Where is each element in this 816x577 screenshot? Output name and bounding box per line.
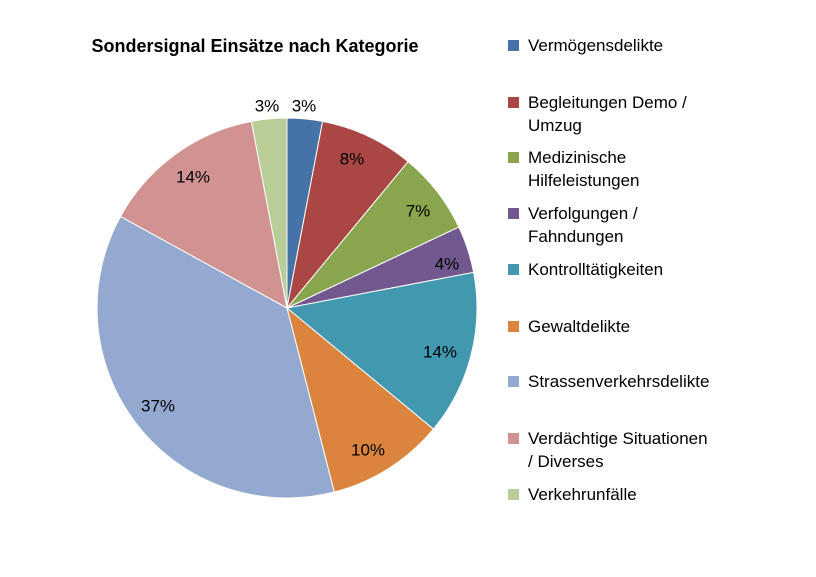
legend-swatch-icon — [508, 321, 519, 332]
legend-label: Kontrolltätigkeiten — [528, 260, 664, 279]
legend-swatch-icon — [508, 97, 519, 108]
legend-label: Begleitungen Demo / Umzug — [528, 93, 687, 135]
slice-label-2: 8% — [340, 149, 365, 168]
legend-label: Medizinische Hilfeleistungen — [528, 148, 640, 190]
pie-slice-9 — [250, 117, 288, 309]
slice-label-5: 14% — [423, 342, 457, 361]
legend-item-1: Vermögensdelikte — [508, 34, 808, 57]
legend-item-9: Verkehrunfälle — [508, 483, 808, 506]
pie-slice-6 — [286, 306, 435, 493]
legend-label: Verfolgungen / Fahndungen — [528, 204, 638, 246]
legend-swatch-icon — [508, 489, 519, 500]
legend-item-7: Strassenverkehrsdelikte — [508, 370, 808, 393]
legend-swatch-icon — [508, 208, 519, 219]
legend-item-5: Kontrolltätigkeiten — [508, 258, 808, 281]
pie-slice-5 — [285, 271, 478, 430]
legend-swatch-icon — [508, 433, 519, 444]
legend-item-2: Begleitungen Demo / Umzug — [508, 91, 808, 137]
legend-item-8: Verdächtige Situationen / Diverses — [508, 427, 808, 473]
legend-label: Vermögensdelikte — [528, 36, 664, 55]
legend-swatch-icon — [508, 264, 519, 275]
slice-label-8: 14% — [176, 167, 210, 186]
slice-label-6: 10% — [351, 440, 385, 459]
legend-item-6: Gewaltdelikte — [508, 315, 808, 338]
legend-swatch-icon — [508, 376, 519, 387]
chart-title: Sondersignal Einsätze nach Kategorie — [91, 36, 419, 56]
legend-label: Gewaltdelikte — [528, 317, 631, 336]
pie-slice-8 — [119, 120, 288, 309]
legend-label: Verkehrunfälle — [528, 485, 637, 504]
slice-label-1: 3% — [292, 96, 317, 115]
slice-label-4: 4% — [435, 254, 460, 273]
legend-item-3: Medizinische Hilfeleistungen — [508, 146, 808, 192]
slice-label-3: 7% — [406, 201, 431, 220]
legend-label: Verdächtige Situationen / Diverses — [528, 429, 708, 471]
legend-item-4: Verfolgungen / Fahndungen — [508, 202, 808, 248]
legend-swatch-icon — [508, 152, 519, 163]
slice-label-9: 3% — [255, 96, 280, 115]
slice-label-7: 37% — [141, 396, 175, 415]
pie-slice-2 — [286, 120, 409, 309]
legend-label: Strassenverkehrsdelikte — [528, 372, 710, 391]
legend-swatch-icon — [508, 40, 519, 51]
pie-slice-7 — [96, 215, 335, 499]
